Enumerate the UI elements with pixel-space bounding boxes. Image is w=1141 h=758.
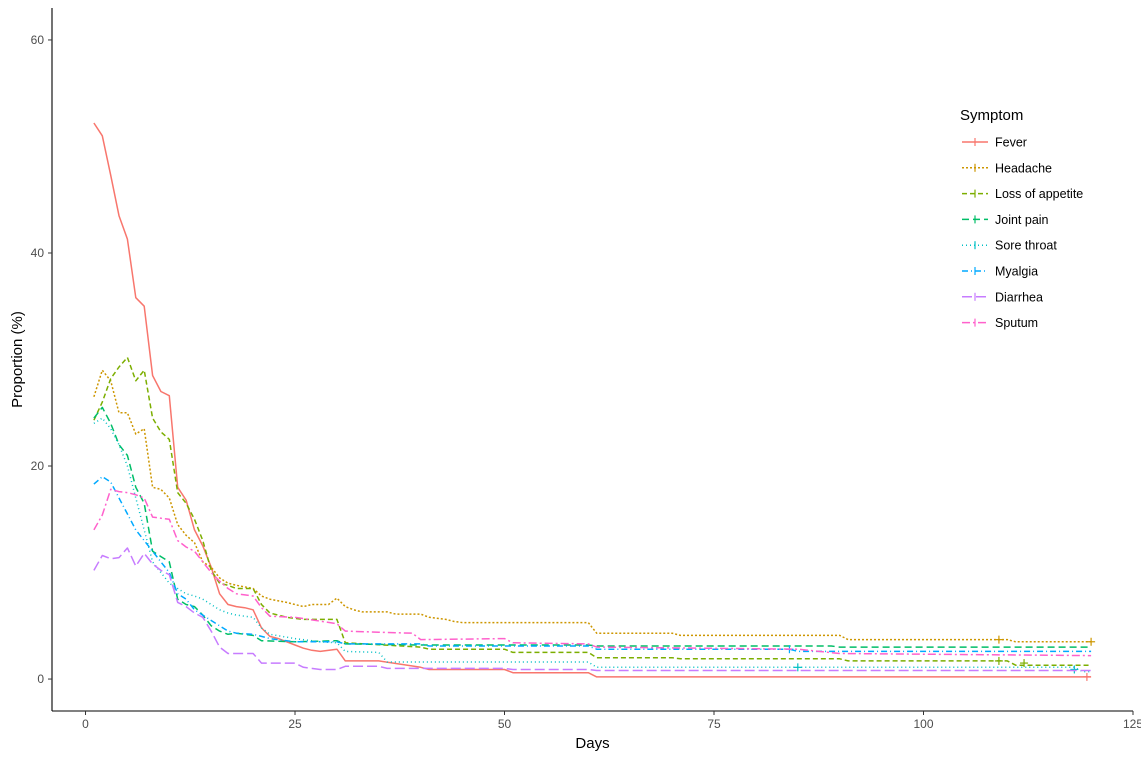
series-line-sore-throat	[93, 417, 1092, 673]
censor-mark-loss-of-appetite	[994, 656, 1003, 665]
censor-mark-sore-throat	[793, 663, 802, 672]
y-tick-label: 0	[37, 672, 44, 686]
censor-mark-loss-of-appetite	[1020, 659, 1029, 668]
x-tick-label: 75	[707, 717, 721, 731]
legend-title: Symptom	[960, 107, 1023, 124]
x-tick-label: 50	[498, 717, 512, 731]
censor-mark-fever	[1082, 672, 1091, 681]
legend-item-sputum: Sputum	[962, 316, 1038, 330]
legend-item-headache: Headache	[962, 161, 1052, 175]
series-line-loss-of-appetite	[93, 356, 1092, 666]
x-tick-label: 100	[913, 717, 933, 731]
series-line-joint-pain	[93, 406, 1092, 648]
legend-item-loss-of-appetite: Loss of appetite	[962, 187, 1083, 201]
x-tick-label: 0	[82, 717, 89, 731]
legend-label: Joint pain	[995, 213, 1049, 227]
legend-label: Loss of appetite	[995, 187, 1083, 201]
legend-item-fever: Fever	[962, 136, 1027, 150]
legend-item-myalgia: Myalgia	[962, 265, 1038, 279]
x-tick-label: 125	[1123, 717, 1141, 731]
legend-item-joint-pain: Joint pain	[962, 213, 1049, 227]
series-layer	[93, 122, 1096, 681]
y-tick-label: 40	[31, 246, 45, 260]
legend-label: Myalgia	[995, 265, 1038, 279]
legend-item-sore-throat: Sore throat	[962, 239, 1057, 253]
y-axis-title: Proportion (%)	[9, 311, 26, 408]
series-line-fever	[93, 122, 1092, 678]
legend: Symptom Fever Headache Loss of appetite Join…	[960, 107, 1083, 330]
series-line-diarrhea	[93, 547, 1092, 672]
x-tick-label: 25	[288, 717, 302, 731]
y-tick-label: 20	[31, 459, 45, 473]
y-tick-label: 60	[31, 33, 45, 47]
legend-label: Headache	[995, 161, 1052, 175]
series-line-headache	[93, 369, 1092, 643]
legend-label: Diarrhea	[995, 290, 1043, 304]
censor-mark-headache	[994, 635, 1003, 644]
censor-mark-sore-throat	[1070, 665, 1079, 674]
legend-label: Sore throat	[995, 239, 1057, 253]
axes: 0 25 50 75 100 125 0 20 40 60	[31, 8, 1141, 731]
legend-label: Sputum	[995, 316, 1038, 330]
series-line-sputum	[93, 488, 1092, 657]
series-line-myalgia	[93, 475, 1092, 653]
legend-item-diarrhea: Diarrhea	[962, 290, 1043, 304]
legend-label: Fever	[995, 136, 1027, 150]
x-axis-title: Days	[575, 735, 609, 752]
censor-mark-headache	[1087, 637, 1096, 646]
